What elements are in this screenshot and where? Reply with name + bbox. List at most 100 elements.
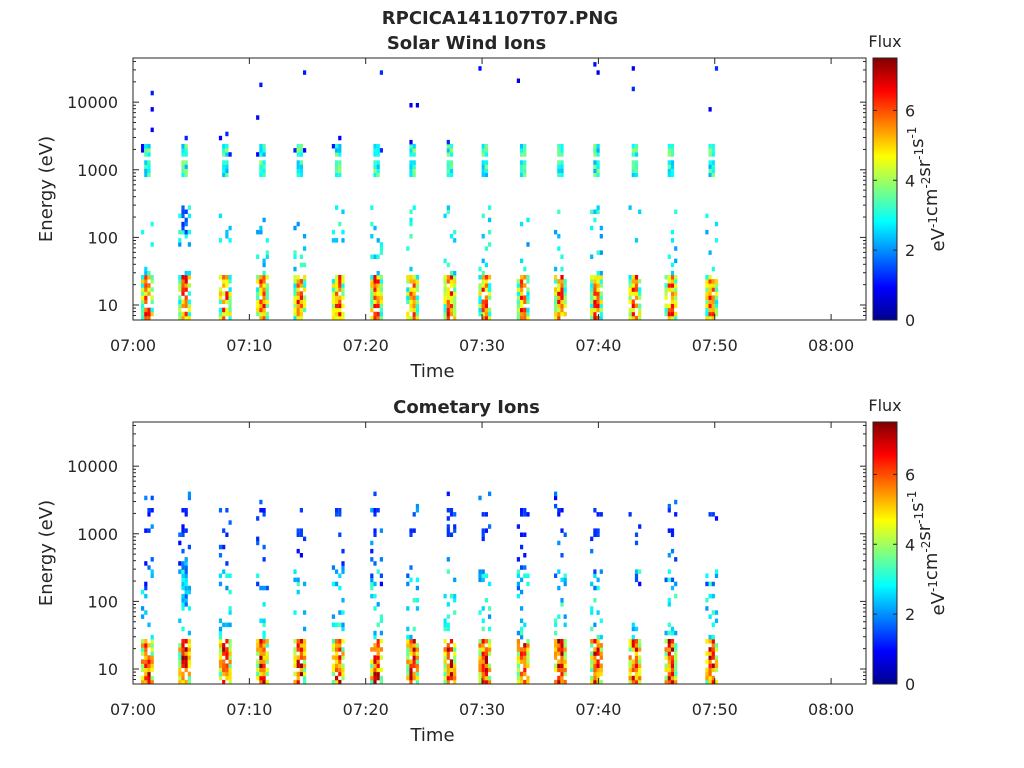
flux-cell	[228, 639, 232, 644]
flux-cell	[711, 581, 715, 587]
flux-cell	[708, 275, 712, 280]
flux-cell	[373, 152, 377, 157]
flux-cell	[554, 275, 558, 280]
flux-cell	[523, 299, 527, 304]
flux-cell	[708, 647, 712, 652]
flux-cell	[406, 639, 410, 644]
flux-cell	[453, 512, 457, 517]
flux-cell	[406, 667, 410, 673]
flux-cell	[478, 651, 482, 656]
flux-cell	[265, 315, 269, 321]
flux-cell	[484, 647, 488, 652]
flux-cell	[526, 679, 530, 685]
flux-cell	[187, 315, 191, 321]
flux-cell	[708, 659, 712, 664]
flux-cell	[370, 671, 374, 677]
flux-cell	[141, 299, 145, 304]
flux-cell	[412, 144, 416, 149]
flux-cell	[560, 598, 564, 603]
flux-cell	[259, 585, 263, 591]
flux-cell	[560, 254, 564, 259]
flux-cell	[376, 283, 380, 288]
flux-cell	[184, 270, 188, 276]
flux-cell	[670, 626, 675, 632]
flux-cell	[670, 671, 675, 677]
flux-cell	[711, 279, 715, 284]
flux-cell	[184, 299, 188, 304]
flux-cell	[184, 221, 188, 227]
flux-cell	[265, 283, 269, 288]
flux-cell	[705, 573, 709, 578]
y-tick-label: 1000	[77, 161, 118, 180]
flux-cell	[484, 651, 488, 656]
flux-cell	[376, 671, 380, 677]
flux-cell	[488, 643, 492, 648]
flux-cell	[222, 659, 226, 664]
flux-cell	[338, 315, 342, 321]
flux-cell	[338, 647, 342, 652]
flux-cell	[415, 295, 419, 300]
flux-cell	[449, 639, 454, 644]
flux-cell	[599, 225, 603, 231]
flux-cell	[303, 581, 307, 587]
flux-cell	[303, 610, 307, 615]
flux-cell	[453, 315, 457, 321]
flux-cell	[184, 655, 188, 660]
flux-cell	[711, 160, 715, 165]
flux-cell	[478, 675, 482, 681]
flux-cell	[596, 291, 600, 296]
flux-cell	[256, 573, 260, 578]
flux-cell	[187, 299, 191, 304]
flux-cell	[638, 311, 642, 317]
flux-cell	[516, 647, 520, 652]
flux-cell	[593, 148, 597, 153]
flux-cell	[184, 569, 188, 574]
flux-cell	[376, 254, 380, 259]
flux-cell	[631, 634, 635, 640]
flux-cell	[446, 622, 450, 628]
flux-cell	[331, 671, 335, 677]
flux-cell	[590, 275, 594, 280]
flux-cell	[563, 647, 567, 652]
flux-cell	[150, 275, 154, 280]
flux-cell	[520, 508, 524, 513]
flux-cell	[262, 291, 266, 296]
flux-cell	[187, 675, 191, 681]
flux-cell	[563, 581, 567, 587]
flux-cell	[147, 152, 151, 157]
flux-cell	[708, 655, 712, 660]
flux-cell	[370, 221, 374, 227]
flux-cell	[711, 283, 715, 288]
flux-cell	[338, 144, 342, 149]
flux-cell	[259, 311, 263, 317]
flux-cell	[184, 315, 188, 321]
flux-cell	[599, 250, 603, 255]
flux-cell	[670, 287, 675, 292]
flux-cell	[590, 643, 594, 648]
flux-cell	[670, 659, 675, 664]
flux-cell	[370, 299, 374, 304]
flux-cell	[296, 275, 300, 280]
flux-cell	[303, 647, 307, 652]
flux-cell	[184, 283, 188, 288]
flux-cell	[631, 172, 635, 178]
flux-cell	[187, 291, 191, 296]
flux-cell	[516, 581, 520, 587]
flux-cell	[446, 626, 450, 632]
flux-cell	[181, 655, 185, 660]
flux-cell	[708, 679, 712, 685]
flux-cell	[147, 655, 151, 660]
flux-cell	[228, 589, 232, 595]
flux-cell	[523, 266, 527, 272]
flux-cell	[370, 659, 374, 664]
flux-cell	[711, 512, 715, 517]
flux-cell	[523, 152, 527, 157]
flux-cell	[443, 618, 447, 623]
flux-cell	[303, 275, 307, 280]
flux-cell	[554, 643, 558, 648]
flux-cell	[560, 679, 564, 685]
flux-cell	[599, 647, 603, 652]
flux-cell	[520, 671, 524, 677]
flux-cell	[228, 307, 232, 313]
flux-cell	[178, 618, 182, 623]
